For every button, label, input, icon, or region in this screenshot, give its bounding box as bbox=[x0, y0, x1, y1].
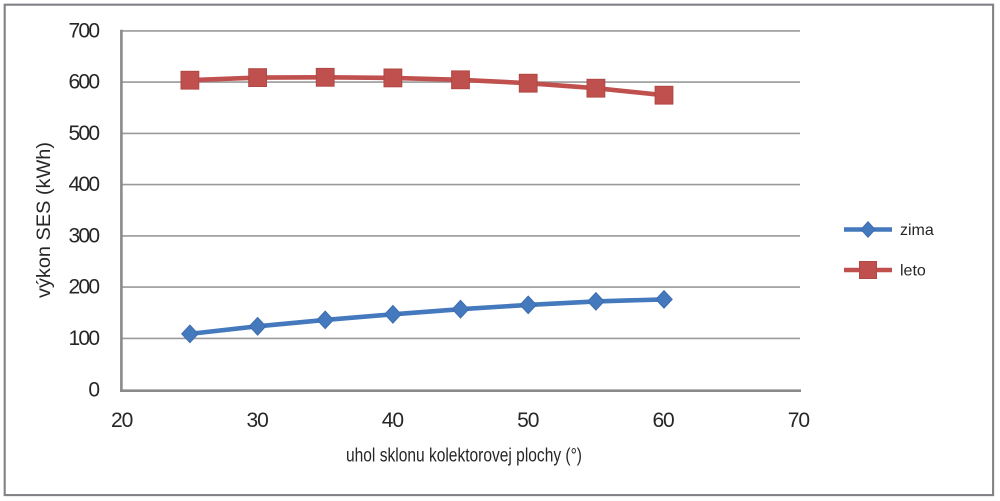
svg-text:50: 50 bbox=[517, 409, 539, 432]
svg-text:400: 400 bbox=[69, 173, 101, 196]
svg-text:60: 60 bbox=[652, 409, 674, 432]
svg-text:70: 70 bbox=[788, 409, 810, 432]
svg-text:700: 700 bbox=[69, 20, 101, 43]
svg-text:uhol sklonu kolektorovej ploch: uhol sklonu kolektorovej plochy (°) bbox=[346, 446, 582, 467]
svg-text:leto: leto bbox=[900, 263, 926, 280]
svg-text:zima: zima bbox=[900, 222, 934, 239]
svg-text:30: 30 bbox=[246, 409, 268, 432]
svg-text:500: 500 bbox=[69, 122, 101, 145]
svg-text:výkon SES (kWh): výkon SES (kWh) bbox=[34, 142, 55, 298]
svg-text:100: 100 bbox=[69, 327, 101, 350]
svg-text:600: 600 bbox=[69, 71, 101, 94]
svg-text:20: 20 bbox=[111, 409, 133, 432]
svg-text:40: 40 bbox=[382, 409, 404, 432]
svg-text:200: 200 bbox=[69, 276, 101, 299]
svg-text:0: 0 bbox=[88, 379, 100, 402]
svg-text:300: 300 bbox=[69, 225, 101, 248]
